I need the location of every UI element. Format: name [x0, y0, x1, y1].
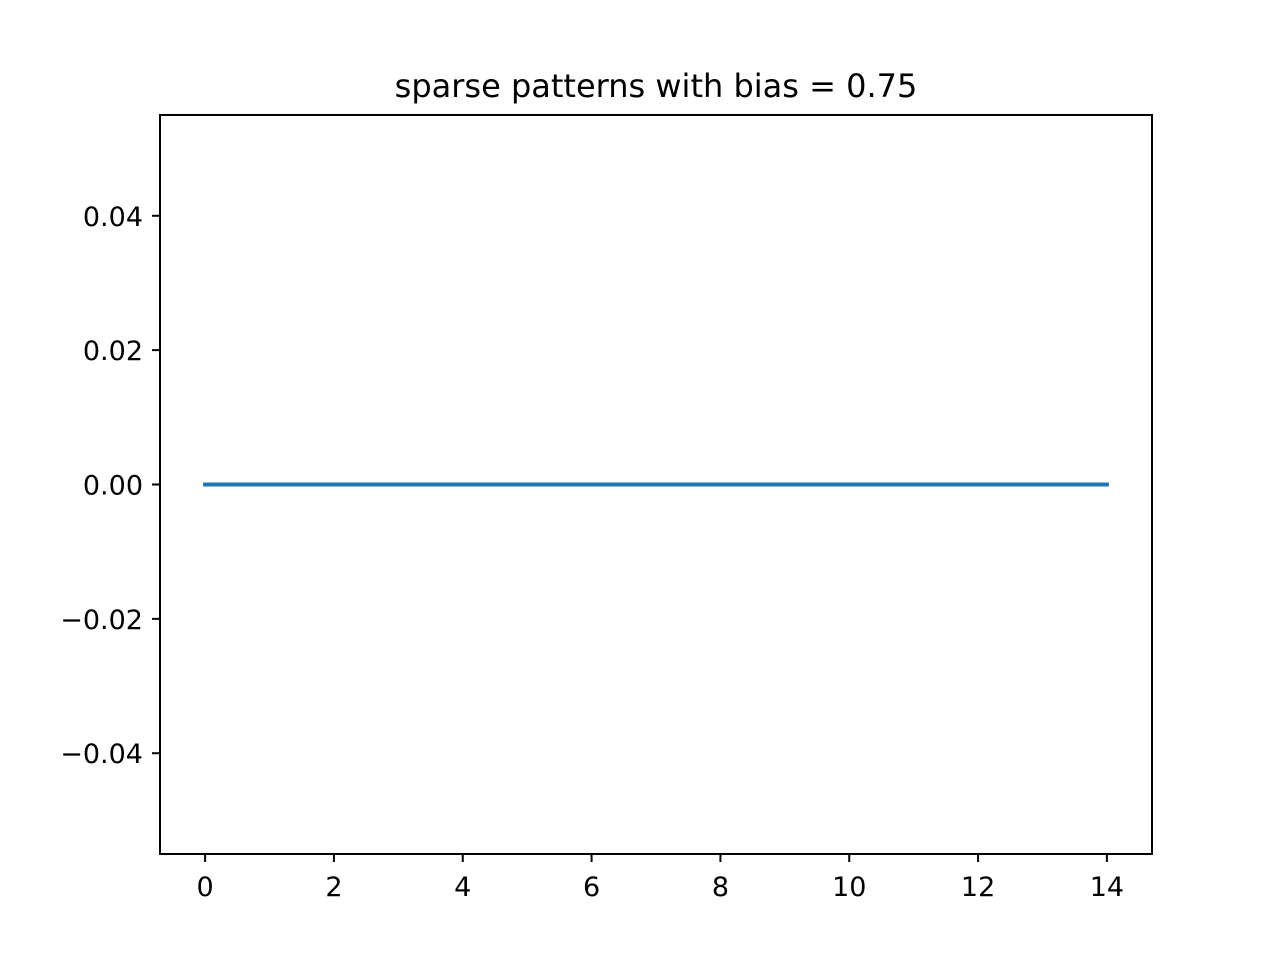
x-tick-label: 6 [583, 872, 600, 903]
x-tick-label: 0 [196, 872, 213, 903]
y-tick-label: 0.00 [83, 471, 143, 502]
chart-title: sparse patterns with bias = 0.75 [394, 67, 918, 105]
axes-layer: 0 2 4 6 8 10 12 14 0.04 0.02 0.00 −0.02 −0.04 [60, 114, 1153, 903]
y-tick-label: −0.04 [60, 739, 143, 770]
x-tick-label: 10 [832, 872, 866, 903]
x-tick-label: 14 [1090, 872, 1124, 903]
x-tick-label: 2 [325, 872, 342, 903]
x-tick-label: 12 [961, 872, 995, 903]
y-tick-label: 0.04 [83, 202, 143, 233]
y-tick-label: 0.02 [83, 336, 143, 367]
y-tick-label: −0.02 [60, 605, 143, 636]
x-tick-label: 8 [712, 872, 729, 903]
x-tick-label: 4 [454, 872, 471, 903]
